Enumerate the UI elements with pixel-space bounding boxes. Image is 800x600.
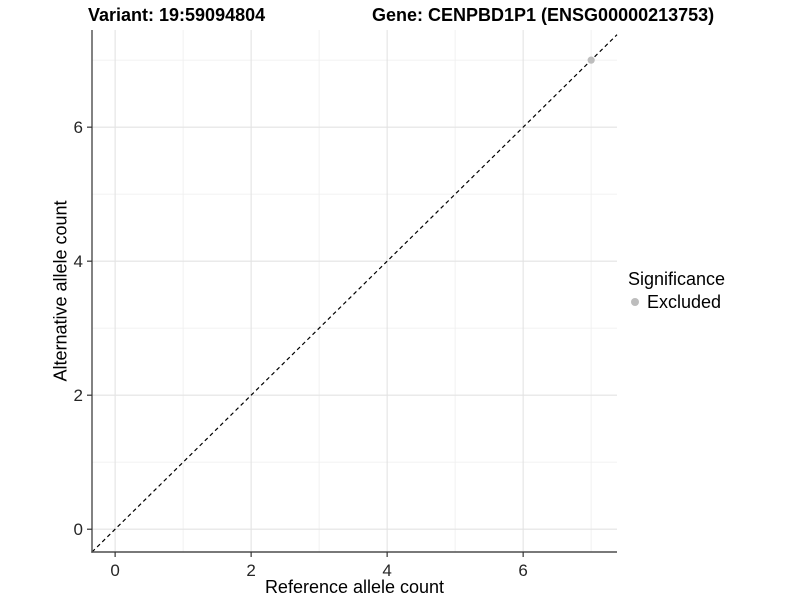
identity-dashed-line — [91, 34, 618, 553]
legend-entry-label: Excluded — [647, 292, 722, 312]
y-tick-label: 6 — [74, 118, 83, 137]
plot-title-gene: Gene: CENPBD1P1 (ENSG00000213753) — [372, 5, 715, 25]
data-point — [587, 56, 595, 64]
y-tick-label: 2 — [74, 386, 83, 405]
x-axis-title: Reference allele count — [264, 577, 445, 597]
y-tick-label: 0 — [74, 520, 83, 539]
legend: Significance Excluded — [628, 269, 725, 312]
legend-entry-excluded: Excluded — [628, 292, 725, 312]
x-tick-label: 0 — [110, 561, 119, 580]
y-tick-label: 4 — [74, 252, 83, 271]
legend-title: Significance — [628, 269, 726, 289]
plot-title-variant: Variant: 19:59094804 — [88, 5, 266, 25]
legend-point-icon — [631, 298, 639, 306]
x-tick-label: 2 — [246, 561, 255, 580]
x-tick-label: 6 — [518, 561, 527, 580]
y-axis-title: Alternative allele count — [50, 200, 71, 382]
x-tick-label: 4 — [382, 561, 391, 580]
